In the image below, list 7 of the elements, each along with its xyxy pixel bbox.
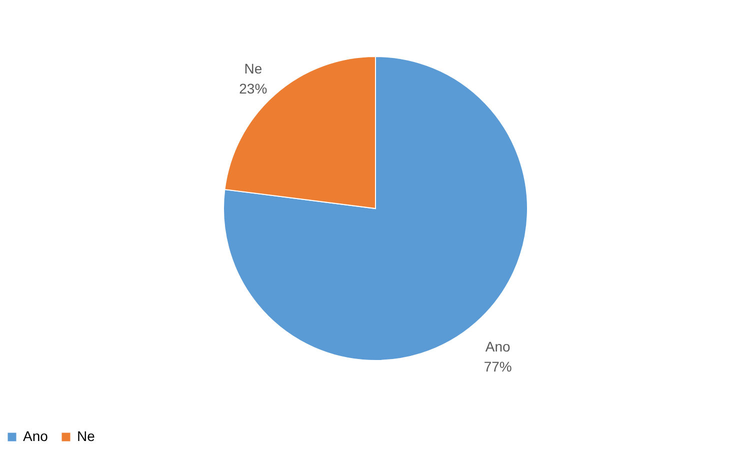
data-label: 77% <box>484 358 512 374</box>
slice-label: Ne <box>244 60 262 77</box>
legend-label: Ano <box>23 428 48 444</box>
data-label: 23% <box>239 80 268 97</box>
legend-label: Ne <box>77 428 96 444</box>
pie-slice <box>223 56 528 361</box>
slice-label: Ano <box>485 338 511 354</box>
